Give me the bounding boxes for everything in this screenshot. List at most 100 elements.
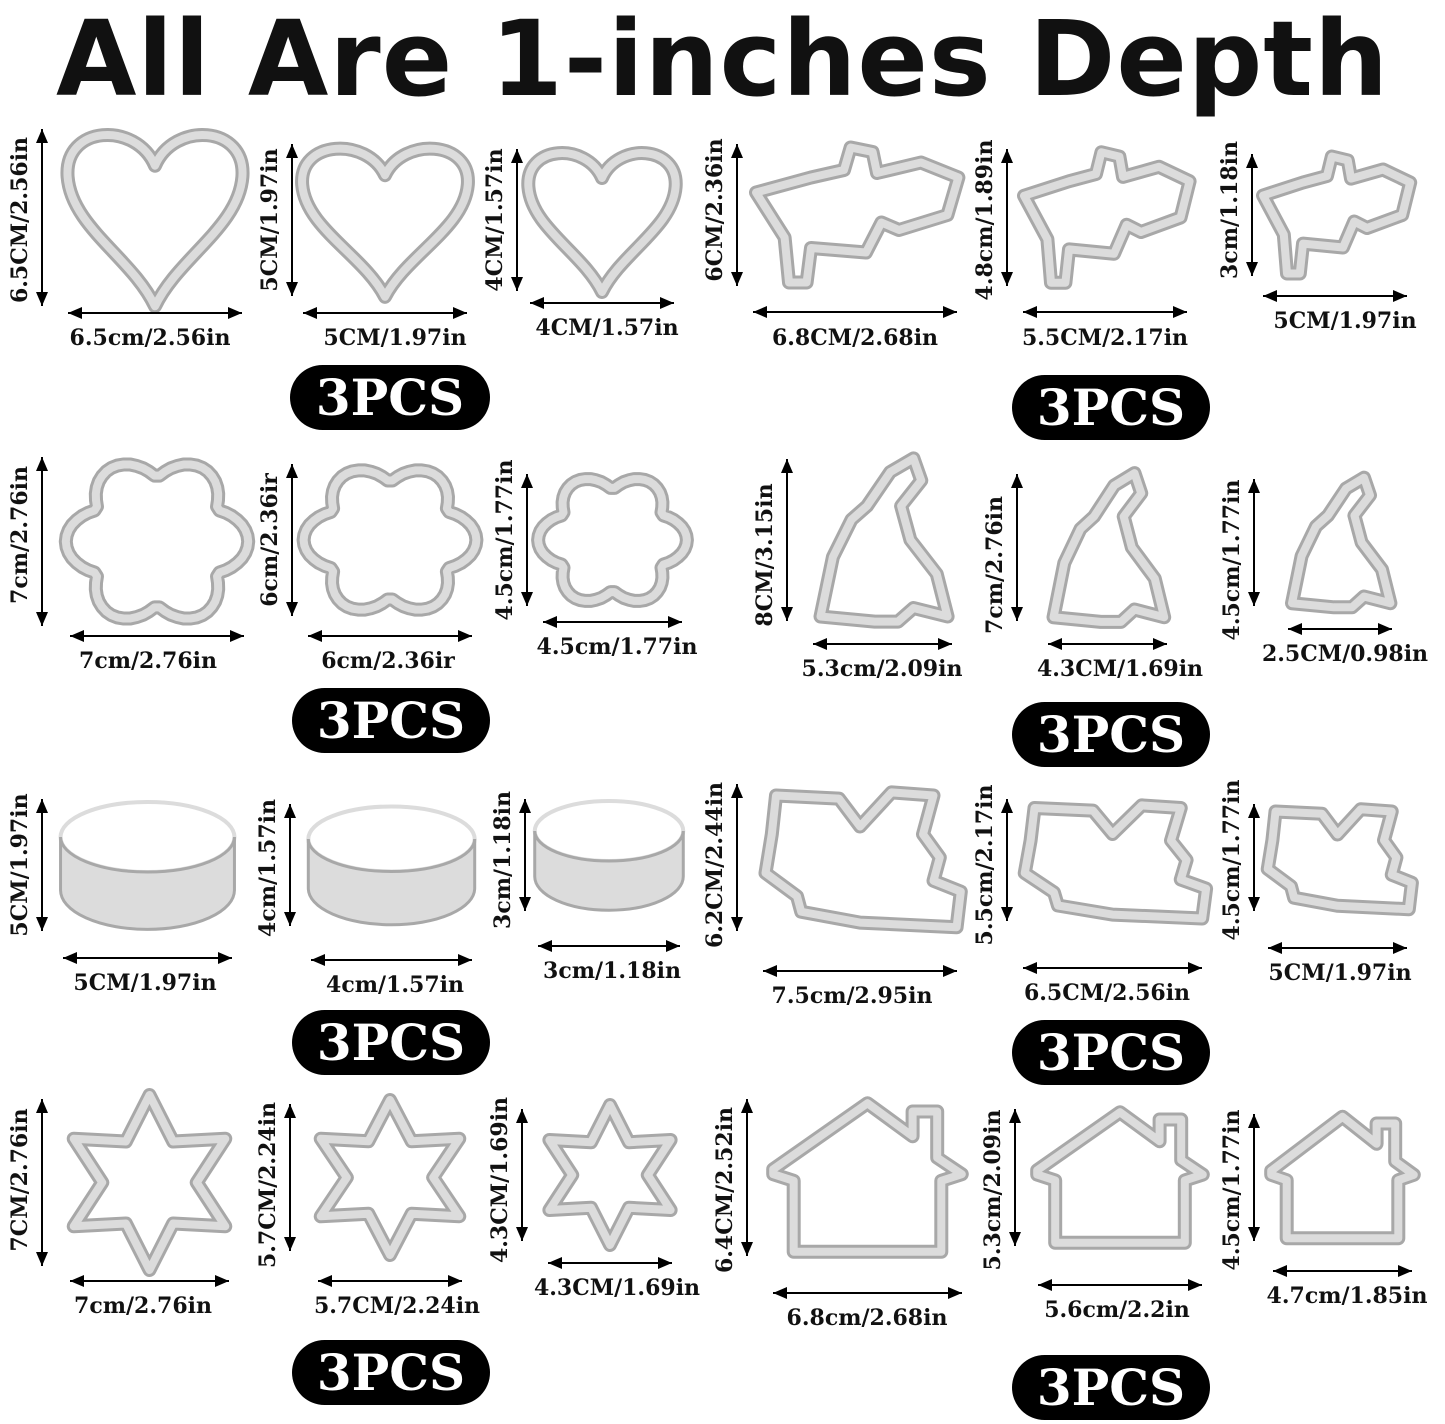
height-label: 4cm/1.57in xyxy=(255,799,281,937)
height-label: 6.4CM/2.52in xyxy=(712,1106,738,1274)
height-arrow-icon xyxy=(1248,804,1260,911)
house-cutter-image xyxy=(1030,1105,1210,1250)
height-arrow-icon xyxy=(1001,799,1013,921)
height-arrow-icon xyxy=(521,474,533,606)
height-arrow-icon xyxy=(1248,479,1260,606)
width-arrow-icon xyxy=(70,1275,229,1287)
width-label: 5.7CM/2.24in xyxy=(313,1293,481,1319)
width-arrow-icon xyxy=(1023,306,1187,318)
height-label: 4.5cm/1.77in xyxy=(1219,779,1245,941)
width-label: 5.3cm/2.09in xyxy=(801,656,963,682)
height-arrow-icon xyxy=(36,1099,48,1266)
width-arrow-icon xyxy=(1038,1279,1202,1291)
heart-cutter-image xyxy=(522,145,682,295)
height-arrow-icon xyxy=(1246,154,1258,276)
height-label: 6.2CM/2.44in xyxy=(702,781,728,949)
width-arrow-icon xyxy=(70,630,244,642)
width-label: 6cm/2.36ir xyxy=(321,648,455,674)
width-label: 5CM/1.97in xyxy=(1268,960,1412,986)
width-arrow-icon xyxy=(318,1275,462,1287)
width-label: 2.5CM/0.98in xyxy=(1261,641,1429,667)
width-label: 7.5cm/2.95in xyxy=(771,983,933,1009)
flower-cutter-image xyxy=(300,460,480,620)
width-arrow-icon xyxy=(1048,638,1167,650)
width-arrow-icon xyxy=(530,297,674,309)
width-label: 5.5CM/2.17in xyxy=(1021,325,1189,351)
width-arrow-icon xyxy=(763,965,957,977)
width-arrow-icon xyxy=(543,616,682,628)
width-label: 5CM/1.97in xyxy=(73,970,217,996)
height-arrow-icon xyxy=(1248,1114,1260,1241)
quantity-badge: 3PCS xyxy=(1012,375,1210,440)
width-arrow-icon xyxy=(548,1257,672,1269)
height-label: 4.5cm/1.77in xyxy=(1219,1109,1245,1271)
height-label: 5CM/1.97in xyxy=(257,148,283,292)
height-arrow-icon xyxy=(1001,149,1013,286)
house-cutter-image xyxy=(765,1095,970,1260)
angel-cutter-image xyxy=(1255,150,1415,280)
bird-cutter-image xyxy=(1015,795,1210,925)
width-label: 5CM/1.97in xyxy=(323,325,467,351)
width-label: 7cm/2.76in xyxy=(79,648,217,674)
width-label: 4CM/1.57in xyxy=(535,315,679,341)
circle-cutter-image xyxy=(303,800,480,930)
bunny-cutter-image xyxy=(1040,470,1175,625)
height-arrow-icon xyxy=(731,144,743,286)
height-arrow-icon xyxy=(286,464,298,616)
quantity-badge: 3PCS xyxy=(1012,702,1210,767)
width-arrow-icon xyxy=(1268,942,1407,954)
height-arrow-icon xyxy=(511,149,523,291)
height-arrow-icon xyxy=(741,1099,753,1256)
house-cutter-image xyxy=(1265,1110,1420,1245)
height-label: 6.5CM/2.56in xyxy=(7,136,33,304)
width-arrow-icon xyxy=(1023,962,1202,974)
width-label: 6.5CM/2.56in xyxy=(1023,980,1191,1006)
quantity-badge: 3PCS xyxy=(292,1010,490,1075)
bird-cutter-image xyxy=(1260,800,1415,915)
width-arrow-icon xyxy=(773,1287,962,1299)
width-arrow-icon xyxy=(753,306,957,318)
page-title: All Are 1-inches Depth xyxy=(55,0,1390,120)
height-label: 5.7CM/2.24in xyxy=(255,1101,281,1269)
height-arrow-icon xyxy=(1011,474,1023,621)
height-label: 5.5cm/2.17in xyxy=(972,784,998,946)
width-label: 6.5cm/2.56in xyxy=(69,325,231,351)
height-label: 3cm/1.18in xyxy=(1217,141,1243,279)
star-cutter-image xyxy=(62,1095,237,1270)
heart-cutter-image xyxy=(60,125,250,310)
width-arrow-icon xyxy=(1273,1265,1412,1277)
width-arrow-icon xyxy=(308,630,472,642)
width-arrow-icon xyxy=(311,954,472,966)
quantity-badge: 3PCS xyxy=(290,365,490,430)
height-label: 6CM/2.36in xyxy=(702,138,728,282)
quantity-badge: 3PCS xyxy=(292,1340,490,1405)
heart-cutter-image xyxy=(295,140,475,300)
height-label: 7cm/2.76in xyxy=(982,496,1008,634)
height-label: 8CM/3.15in xyxy=(752,483,778,627)
height-arrow-icon xyxy=(781,459,793,621)
circle-cutter-image xyxy=(530,795,688,915)
width-arrow-icon xyxy=(68,307,242,319)
height-label: 3cm/1.18in xyxy=(490,791,516,929)
height-arrow-icon xyxy=(516,1109,528,1241)
width-arrow-icon xyxy=(813,638,952,650)
width-label: 3cm/1.18in xyxy=(543,958,681,984)
width-label: 6.8CM/2.68in xyxy=(771,325,939,351)
bunny-cutter-image xyxy=(1280,475,1400,610)
height-arrow-icon xyxy=(1009,1109,1021,1246)
height-arrow-icon xyxy=(286,144,298,296)
bunny-cutter-image xyxy=(805,455,960,625)
quantity-badge: 3PCS xyxy=(1012,1355,1210,1420)
width-arrow-icon xyxy=(63,952,232,964)
flower-cutter-image xyxy=(62,453,252,630)
circle-cutter-image xyxy=(55,795,240,935)
height-label: 4.5cm/1.77in xyxy=(492,459,518,621)
width-label: 5CM/1.97in xyxy=(1273,308,1417,334)
height-arrow-icon xyxy=(36,457,48,626)
width-arrow-icon xyxy=(538,940,680,952)
bird-cutter-image xyxy=(755,780,965,935)
height-arrow-icon xyxy=(284,1104,296,1251)
width-label: 7cm/2.76in xyxy=(74,1293,212,1319)
height-label: 4.3CM/1.69in xyxy=(487,1096,513,1264)
angel-cutter-image xyxy=(1015,145,1195,290)
